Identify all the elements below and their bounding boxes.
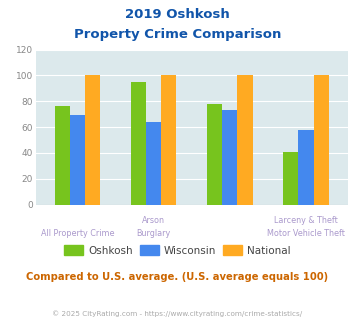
Text: Larceny & Theft: Larceny & Theft (274, 216, 338, 225)
Bar (146, 122, 161, 205)
Text: Motor Vehicle Theft: Motor Vehicle Theft (267, 229, 345, 238)
Text: Burglary: Burglary (136, 229, 171, 238)
Text: Arson: Arson (142, 216, 165, 225)
Bar (161, 75, 176, 205)
Bar (85, 75, 100, 205)
Bar (55, 106, 70, 205)
Bar (70, 115, 85, 205)
Bar (222, 110, 237, 205)
Legend: Oshkosh, Wisconsin, National: Oshkosh, Wisconsin, National (60, 241, 295, 260)
Bar (131, 82, 146, 205)
Text: Compared to U.S. average. (U.S. average equals 100): Compared to U.S. average. (U.S. average … (26, 272, 329, 282)
Bar (298, 130, 313, 205)
Text: © 2025 CityRating.com - https://www.cityrating.com/crime-statistics/: © 2025 CityRating.com - https://www.city… (53, 310, 302, 317)
Text: Property Crime Comparison: Property Crime Comparison (74, 28, 281, 41)
Text: All Property Crime: All Property Crime (41, 229, 114, 238)
Bar (207, 104, 222, 205)
Bar (237, 75, 253, 205)
Bar (283, 151, 298, 205)
Text: 2019 Oshkosh: 2019 Oshkosh (125, 8, 230, 21)
Bar (313, 75, 329, 205)
